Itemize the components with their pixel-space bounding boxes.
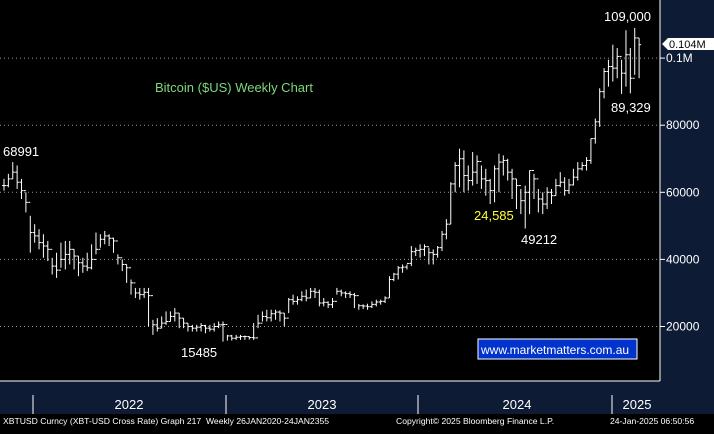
source-label-box: www.marketmatters.com.au	[477, 338, 638, 360]
y-tick-label: 60000	[666, 185, 700, 199]
price-annotation: 24,585	[474, 208, 514, 223]
footer-security: XBTUSD Curncy (XBT-USD Cross Rate) Graph…	[3, 416, 330, 426]
y-tick-label: 40000	[666, 252, 700, 266]
y-axis-ticks: 20000 40000 60000 80000 0.1M	[660, 51, 700, 334]
y-tick-label: 0.1M	[666, 51, 693, 65]
y-tick-label: 80000	[666, 118, 700, 132]
price-annotation: 49212	[521, 232, 557, 247]
x-tick-label: 2025	[623, 397, 652, 412]
last-price-badge: 0.104M	[662, 38, 714, 51]
y-tick-label: 20000	[666, 320, 700, 334]
last-price-badge-label: 0.104M	[669, 39, 706, 51]
source-label: www.marketmatters.com.au	[480, 343, 629, 357]
x-tick-label: 2022	[115, 397, 144, 412]
price-annotation: 109,000	[604, 9, 651, 24]
footer-copyright: Copyright© 2025 Bloomberg Finance L.P.	[396, 416, 555, 426]
price-annotation: 89,329	[611, 100, 651, 115]
price-annotation: 68991	[3, 144, 39, 159]
x-axis-ticks: 2022 2023 2024 2025	[0, 0, 661, 414]
price-annotation: 15485	[181, 345, 217, 360]
x-axis-background	[0, 381, 660, 414]
y-axis-background	[660, 0, 714, 414]
x-tick-label: 2024	[503, 397, 532, 412]
footer-timestamp: 24-Jan-2025 06:50:56	[610, 416, 695, 426]
x-tick-label: 2023	[308, 397, 337, 412]
price-bars	[2, 27, 642, 342]
price-annotations: 109,000 89,329 68991 24,585 49212 15485	[3, 9, 651, 360]
chart-title: Bitcoin ($US) Weekly Chart	[155, 80, 313, 95]
bloomberg-footer: XBTUSD Curncy (XBT-USD Cross Rate) Graph…	[0, 414, 714, 429]
